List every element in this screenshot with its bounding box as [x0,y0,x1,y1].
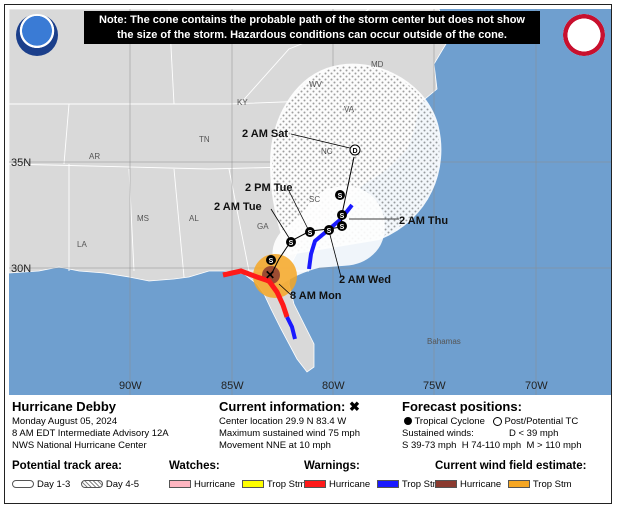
time-label-2am-thu: 2 AM Thu [399,215,448,227]
state-label-tn: TN [199,135,210,144]
issuing-center: NWS National Hurricane Center [12,440,147,451]
marker-s-1 [266,255,276,265]
marker-s-3 [305,227,315,237]
marker-s-7 [335,190,345,200]
m-definition: M > 110 mph [526,440,582,451]
forecast-markers: S S S S S S S D [266,144,361,265]
watches-title: Watches: [169,460,220,472]
post-tc-icon [492,416,502,426]
storm-name: Hurricane Debby [12,399,117,414]
state-label-md: MD [371,60,384,69]
trop-storm-wind-label: Trop Stm [532,479,572,490]
hurricane-watch-swatch [169,480,191,489]
note-line-2: the size of the storm. Hazardous conditi… [117,29,507,41]
time-label-2am-tue: 2 AM Tue [214,201,262,213]
hurricane-wind-label: Hurricane [460,479,502,490]
warnings-legend: Hurricane Trop Stm [304,479,441,490]
trop-storm-watch-swatch [241,480,264,489]
marker-s-3-letter: S [308,230,313,237]
tropical-cyclone-icon [404,417,412,426]
time-label-2pm-tue: 2 PM Tue [245,182,292,194]
state-label-ga: GA [257,222,269,231]
d-definition: D < 39 mph [509,428,559,439]
nws-logo [563,14,605,56]
lon-label-90w: 90W [119,380,142,392]
wind-field-legend: Hurricane Trop Stm [435,479,572,490]
marker-s-6 [337,210,347,220]
lon-label-85w: 85W [221,380,244,392]
time-label-2am-sat: 2 AM Sat [242,128,288,140]
tropical-cyclone-label: Tropical Cyclone [414,416,485,427]
advisory-date: Monday August 05, 2024 [12,416,118,427]
track-area-legend: Day 1-3 Day 4-5 [12,479,139,490]
trop-storm-wind-swatch [507,480,530,489]
state-label-sc: SC [309,195,320,204]
wind-field-title: Current wind field estimate: [435,460,587,472]
hurricane-warning-coast [222,268,290,318]
hurricane-warning-label: Hurricane [329,479,371,490]
marker-s-5-letter: S [340,224,345,231]
marker-s-4 [324,225,334,235]
marker-s-1-letter: S [269,258,274,265]
place-label-bahamas: Bahamas [427,337,461,346]
current-position-x: ✕ [265,268,275,282]
time-label-2am-wed: 2 AM Wed [339,274,391,286]
note-line-1: Note: The cone contains the probable pat… [99,14,525,26]
marker-s-4-letter: S [327,228,332,235]
state-label-ar: AR [89,152,100,161]
day1-3-label: Day 1-3 [37,479,71,490]
max-wind: Maximum sustained wind 75 mph [219,428,360,439]
warnings-title: Warnings: [304,460,360,472]
hurricane-warning-swatch [304,480,326,489]
watches-legend: Hurricane Trop Stm [169,479,306,490]
day4-5-swatch [80,480,103,489]
storm-map: ✕ S S S S S S S D 35N 30N 90W 85W 80W 75… [9,9,611,395]
marker-s-2 [286,237,296,247]
state-label-ms: MS [137,214,149,223]
noaa-logo [16,14,58,56]
hurricane-wind-swatch [435,480,457,489]
day4-5-label: Day 4-5 [105,479,140,490]
marker-d-1-letter: D [352,148,357,155]
forecast-positions-title: Forecast positions: [402,399,522,414]
center-location: Center location 29.9 N 83.4 W [219,416,347,427]
marker-s-6-letter: S [340,213,345,220]
time-label-8am-mon: 8 AM Mon [290,290,342,302]
advisory-number: 8 AM EDT Intermediate Advisory 12A [12,428,169,439]
movement: Movement NNE at 10 mph [219,440,331,451]
state-label-nc: NC [321,147,333,156]
state-label-va: VA [344,105,355,114]
graphic-frame [4,4,612,504]
s-definition: S 39-73 mph [402,440,457,451]
track-area-title: Potential track area: [12,460,122,472]
marker-s-7-letter: S [338,193,343,200]
trop-storm-warning-label: Trop Stm [401,479,441,490]
state-label-wv: WV [309,80,323,89]
state-label-ky: KY [237,98,248,107]
lat-label-30n: 30N [11,263,31,275]
marker-s-5 [337,221,347,231]
lon-label-80w: 80W [322,380,345,392]
trop-storm-warning-swatch [376,480,399,489]
marker-s-2-letter: S [289,240,294,247]
wind-categories: S 39-73 mph H 74-110 mph M > 110 mph [402,440,581,451]
current-info-title: Current information: ✖ [219,399,360,414]
h-definition: H 74-110 mph [461,440,522,451]
lon-label-75w: 75W [423,380,446,392]
lon-label-70w: 70W [525,380,548,392]
cone-note-banner: Note: The cone contains the probable pat… [84,11,540,44]
trop-storm-warning-coast-fl [285,316,297,340]
hurricane-watch-label: Hurricane [194,479,236,490]
lat-label-35n: 35N [11,157,31,169]
current-info-x-icon: ✖ [349,399,360,414]
forecast-legend-row: Tropical Cyclone Post/Potential TC [404,416,578,427]
day1-3-swatch [12,480,34,489]
sustained-winds-label: Sustained winds: [402,428,474,439]
marker-d-1 [349,144,361,156]
post-tc-label: Post/Potential TC [504,416,579,427]
state-label-al: AL [189,214,199,223]
info-panel: Hurricane Debby Monday August 05, 2024 8… [9,397,611,501]
trop-storm-watch-label: Trop Stm [266,479,306,490]
state-label-la: LA [77,240,87,249]
